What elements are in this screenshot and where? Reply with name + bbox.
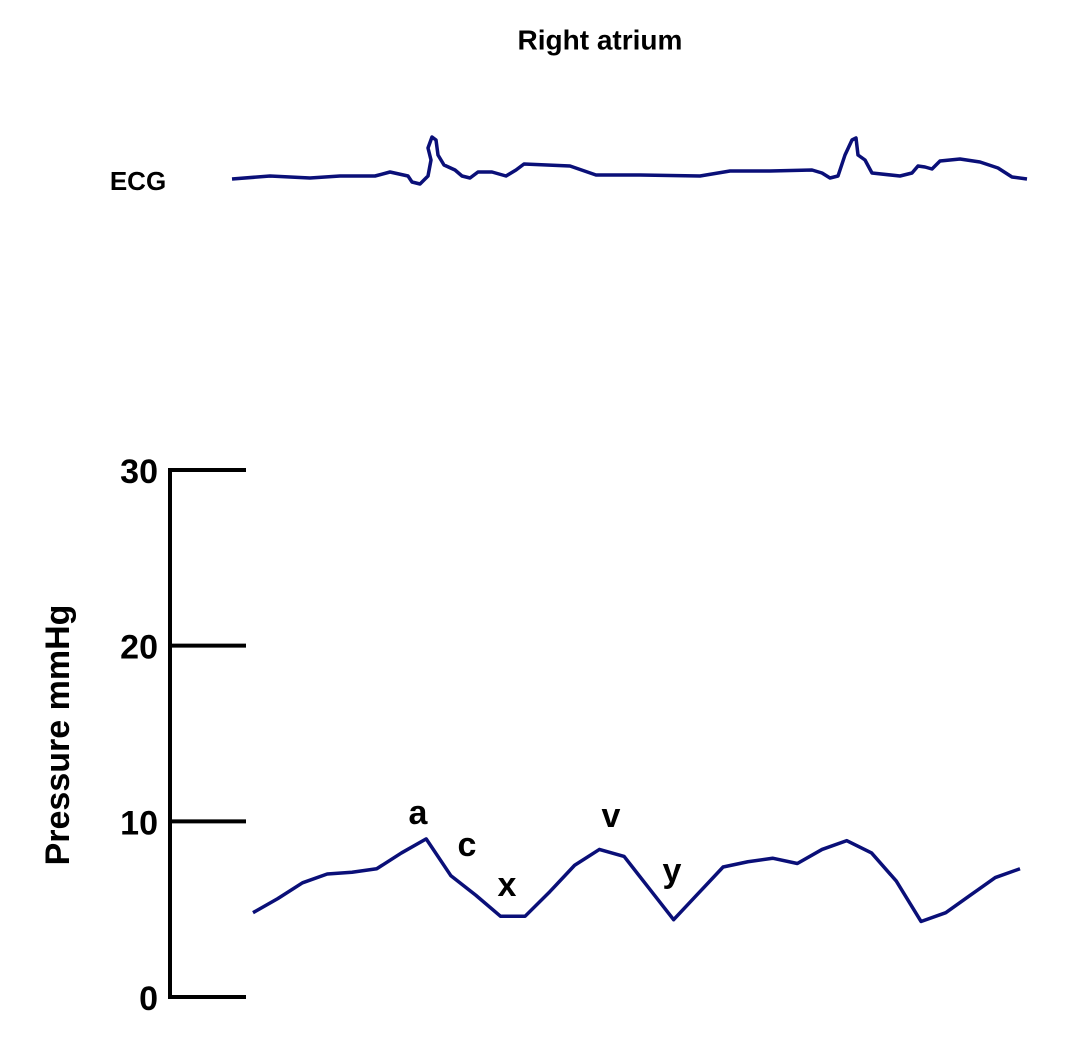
y-tick-label: 20 (120, 629, 158, 667)
ecg-trace (231, 135, 1028, 186)
wave-label: c (458, 826, 477, 864)
chart-title: Right atrium (518, 24, 683, 55)
y-axis-label: Pressure mmHg (39, 605, 77, 866)
wave-label: x (498, 866, 517, 904)
wave-label: a (409, 794, 429, 832)
y-tick-label: 0 (139, 980, 158, 1018)
y-tick-label: 10 (120, 804, 158, 842)
pressure-line (252, 837, 1021, 924)
wave-label: v (602, 797, 621, 835)
y-tick-label: 30 (120, 453, 158, 491)
ecg-label: ECG (110, 166, 166, 196)
wave-label: y (663, 852, 682, 890)
